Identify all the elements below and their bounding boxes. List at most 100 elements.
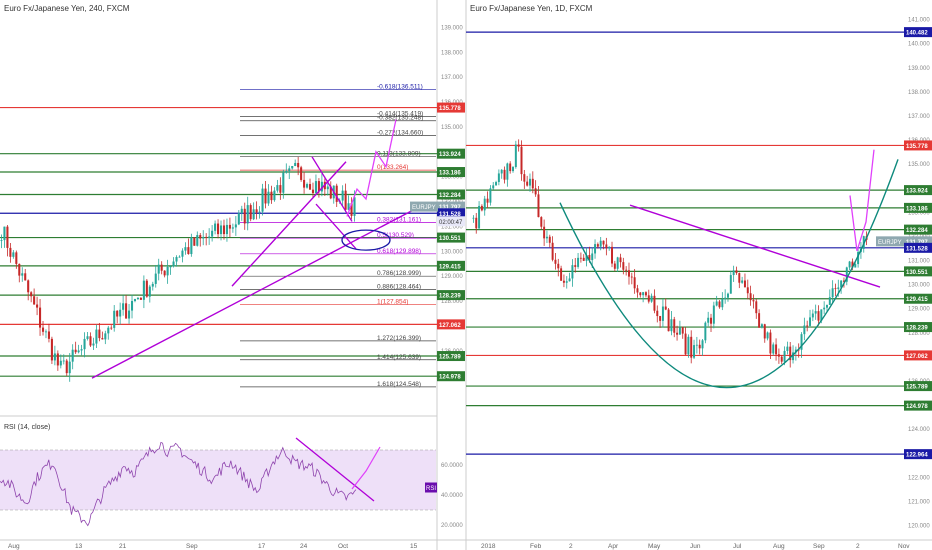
trendline	[315, 203, 357, 250]
candle-body	[823, 307, 826, 310]
price-badge	[904, 266, 932, 277]
candle-body	[806, 325, 809, 327]
time-axis-label: May	[648, 543, 661, 550]
price-badge	[904, 400, 932, 411]
candle-body	[12, 252, 15, 257]
time-axis-label: Jul	[733, 543, 742, 550]
candle-body	[857, 251, 860, 265]
trendline	[629, 204, 881, 288]
candle-body	[715, 301, 718, 306]
candle-body	[166, 266, 169, 276]
price-tick-label: 122.000	[908, 475, 930, 481]
candle-body	[80, 349, 83, 351]
candle-body	[639, 292, 642, 296]
candle-body	[712, 305, 715, 324]
candle-body	[18, 263, 21, 276]
candle-body	[800, 334, 803, 350]
candle-body	[62, 360, 65, 362]
candle-body	[107, 327, 110, 334]
price-tick-label: 140.000	[908, 42, 930, 48]
price-badge	[437, 208, 465, 219]
candle-body	[160, 264, 163, 271]
price-badge	[437, 232, 465, 243]
time-axis-label: Sep	[186, 543, 198, 550]
candle-body	[842, 280, 845, 282]
time-axis-label: 15	[410, 543, 418, 550]
candle-body	[303, 179, 306, 188]
candle-body	[297, 162, 300, 168]
candle-body	[181, 250, 184, 257]
candle-body	[605, 244, 608, 249]
candle-body	[3, 226, 6, 241]
candle-body	[758, 313, 761, 328]
cup-curve	[559, 159, 899, 389]
candle-body	[562, 280, 565, 283]
candle-body	[489, 188, 492, 203]
candle-body	[483, 198, 486, 211]
price-badge	[437, 167, 465, 178]
candle-body	[526, 181, 529, 186]
time-axis-label: 17	[258, 543, 266, 550]
price-badge	[904, 449, 932, 460]
candle-body	[636, 288, 639, 293]
candle-body	[667, 309, 670, 332]
candle-body	[279, 185, 282, 193]
candle-body	[831, 288, 834, 298]
candle-body	[509, 163, 512, 172]
candle-body	[44, 331, 48, 333]
candle-body	[616, 257, 619, 269]
candle-body	[0, 240, 3, 241]
candle-body	[820, 309, 823, 321]
candle-body	[763, 324, 766, 339]
price-badge-label: 131.528	[439, 212, 461, 218]
price-badge-label: 129.415	[439, 264, 461, 270]
candle-body	[684, 333, 687, 355]
candle-body	[231, 227, 234, 229]
candle-body	[50, 338, 53, 361]
candle-body	[534, 188, 537, 195]
candle-body	[772, 344, 775, 354]
candle-body	[577, 257, 580, 267]
candle-body	[142, 280, 145, 300]
candle-body	[548, 236, 551, 243]
candle-body	[6, 226, 9, 248]
candle-body	[39, 307, 42, 328]
candle-body	[222, 225, 226, 235]
candle-body	[92, 343, 95, 346]
time-axis-label: Sep	[813, 543, 825, 550]
price-badge	[904, 293, 932, 304]
price-tick-label: 137.000	[908, 114, 930, 120]
time-axis-label: Nov	[898, 543, 910, 550]
fib-label: -0.414(135.419)	[377, 110, 423, 117]
candle-body	[514, 144, 517, 168]
candle-body	[273, 190, 276, 201]
candle-body	[644, 292, 647, 296]
candle-body	[282, 172, 285, 193]
candle-body	[74, 349, 77, 353]
candle-body	[633, 277, 636, 289]
candle-body	[664, 306, 667, 310]
candle-body	[285, 171, 288, 173]
candle-body	[752, 300, 755, 302]
candle-body	[15, 252, 18, 264]
price-badge	[904, 322, 932, 333]
rsi-projection	[351, 446, 381, 490]
candle-body	[690, 336, 693, 358]
fib-label: 1.618(124.548)	[377, 381, 421, 388]
projection-path	[346, 119, 397, 217]
price-tick-label: 135.000	[441, 125, 463, 131]
candle-body	[41, 327, 45, 332]
candle-body	[478, 205, 481, 229]
trendline	[311, 156, 353, 222]
candle-body	[693, 345, 696, 358]
candle-body	[202, 236, 205, 239]
candle-body	[825, 304, 828, 308]
projection-path	[849, 149, 875, 252]
price-badge-label: 128.239	[906, 326, 928, 332]
candle-body	[701, 340, 704, 349]
candle-body	[246, 205, 249, 224]
candle-body	[320, 181, 323, 192]
candle-body	[721, 299, 724, 308]
price-tick-label: 129.000	[441, 274, 463, 280]
